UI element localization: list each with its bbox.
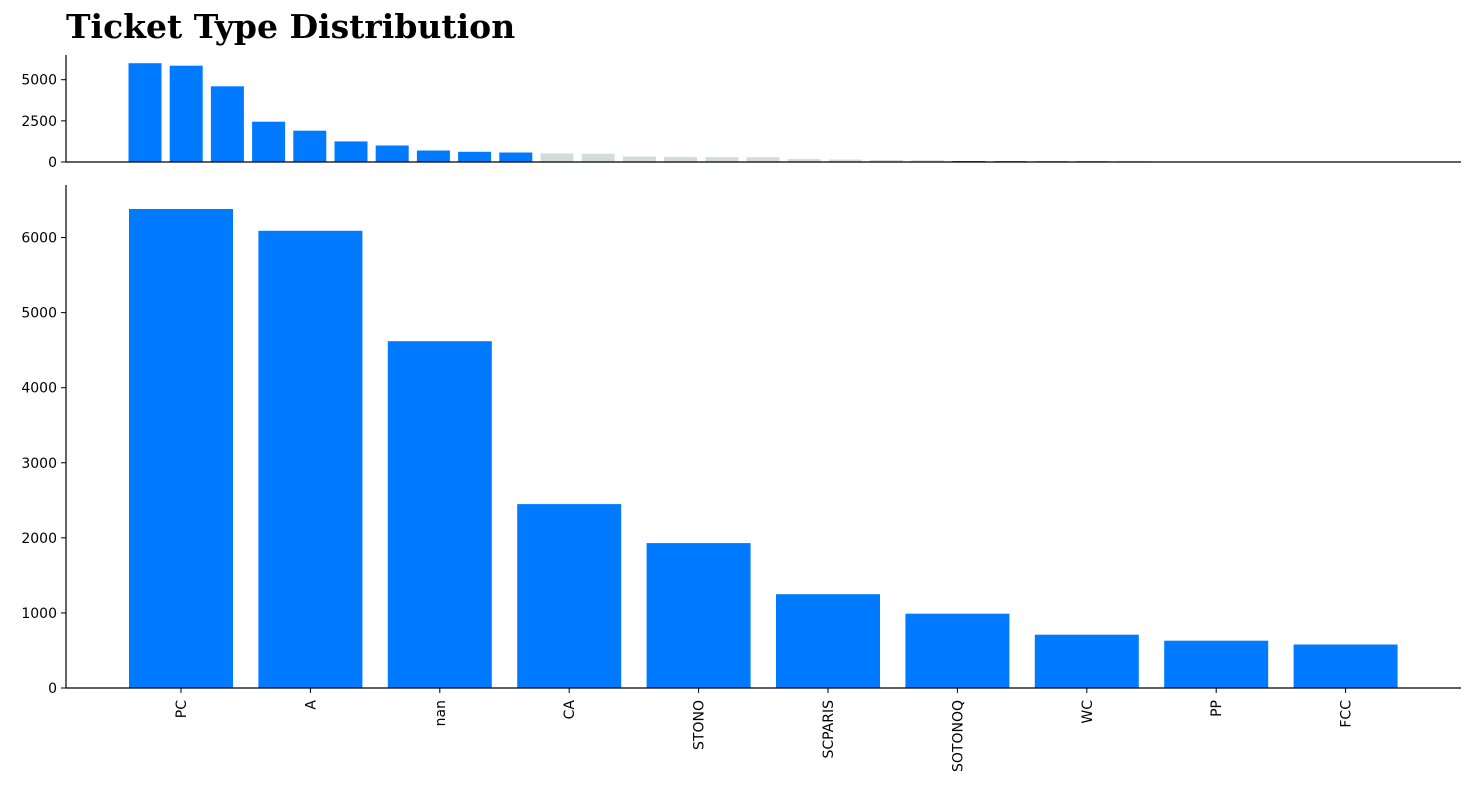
overview-panel: 0 2500 5000 bbox=[21, 55, 1461, 171]
overview-bar bbox=[499, 152, 533, 162]
bar-pp bbox=[1164, 640, 1269, 688]
x-tick-label: STONO bbox=[692, 700, 708, 750]
main-y-tick-label: 4000 bbox=[21, 381, 57, 397]
bar-a bbox=[258, 230, 363, 689]
overview-bar bbox=[870, 160, 904, 162]
overview-bar bbox=[828, 159, 862, 162]
x-tick-label: PP bbox=[1209, 700, 1225, 717]
overview-y-tick-label: 2500 bbox=[21, 114, 57, 130]
bar-stono bbox=[646, 543, 751, 688]
main-y-tick-label: 5000 bbox=[21, 306, 57, 322]
bar-sotonoq bbox=[905, 613, 1010, 688]
main-y-tick-label: 0 bbox=[48, 681, 57, 697]
overview-bar bbox=[540, 153, 574, 162]
bar-nan bbox=[387, 341, 492, 688]
overview-bar bbox=[622, 156, 656, 162]
overview-y-tick-label: 5000 bbox=[21, 73, 57, 89]
overview-y-tick-label: 0 bbox=[48, 155, 57, 171]
overview-bar bbox=[746, 157, 780, 162]
bar-pc bbox=[129, 209, 233, 688]
overview-bar bbox=[581, 153, 615, 162]
bar-ca bbox=[517, 504, 622, 688]
x-tick-label: WC bbox=[1080, 700, 1096, 724]
x-tick-label: nan bbox=[433, 700, 449, 726]
overview-bar bbox=[416, 150, 450, 162]
overview-bar bbox=[169, 65, 203, 162]
main-y-tick-label: 6000 bbox=[21, 231, 57, 247]
chart-title: Ticket Type Distribution bbox=[66, 7, 515, 46]
overview-bar bbox=[705, 157, 739, 162]
main-y-tick-label: 1000 bbox=[21, 606, 57, 622]
overview-bar bbox=[252, 121, 286, 162]
bar-wc bbox=[1034, 634, 1139, 688]
bar-fcc bbox=[1293, 644, 1398, 688]
x-tick-label: SOTONOQ bbox=[950, 700, 966, 772]
overview-bar bbox=[334, 141, 368, 162]
main-y-tick-label: 3000 bbox=[21, 456, 57, 472]
overview-bar bbox=[458, 151, 492, 162]
main-y-tick-label: 2000 bbox=[21, 531, 57, 547]
overview-bar bbox=[911, 160, 945, 162]
x-tick-label: SCPARIS bbox=[821, 700, 837, 759]
overview-bar bbox=[664, 156, 698, 162]
overview-bar bbox=[128, 63, 162, 163]
x-tick-label: PC bbox=[174, 700, 190, 718]
overview-bar bbox=[210, 86, 244, 162]
x-tick-label: FCC bbox=[1339, 700, 1355, 728]
x-tick-label: A bbox=[303, 700, 319, 710]
overview-bar bbox=[787, 159, 821, 162]
x-tick-label: CA bbox=[562, 700, 578, 720]
bar-scparis bbox=[776, 594, 880, 688]
overview-bar bbox=[293, 130, 327, 162]
overview-bar bbox=[375, 145, 409, 162]
